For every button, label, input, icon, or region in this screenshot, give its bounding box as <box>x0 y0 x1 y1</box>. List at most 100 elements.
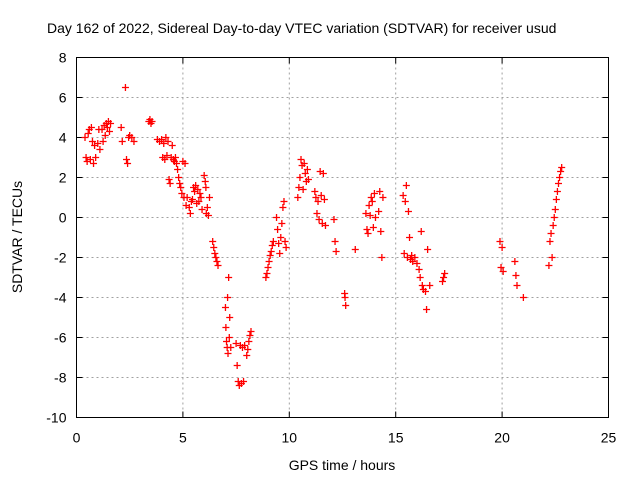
data-point <box>171 154 179 161</box>
data-point <box>196 190 204 197</box>
data-point <box>552 196 560 203</box>
data-point <box>401 198 409 205</box>
data-point <box>245 338 253 345</box>
data-point <box>81 134 89 141</box>
data-point <box>319 170 327 177</box>
data-point <box>317 192 325 199</box>
data-point <box>165 176 173 183</box>
data-point <box>314 198 322 205</box>
data-point <box>223 338 231 345</box>
data-point <box>426 282 434 289</box>
data-points <box>81 84 566 389</box>
data-point <box>547 230 555 237</box>
data-point <box>498 244 506 251</box>
data-point <box>163 152 171 159</box>
data-point <box>201 178 209 185</box>
data-point <box>233 362 241 369</box>
data-point <box>377 228 385 235</box>
data-point <box>168 142 176 149</box>
data-point <box>82 154 90 161</box>
data-point <box>186 210 194 217</box>
data-point <box>378 254 386 261</box>
data-point <box>332 248 340 255</box>
x-tick-label: 0 <box>73 430 81 446</box>
data-point <box>118 138 126 145</box>
data-point <box>185 204 193 211</box>
data-point <box>178 190 186 197</box>
data-point <box>558 164 566 171</box>
y-axis-label: SDTVAR / TECUs <box>9 181 25 293</box>
data-point <box>174 166 182 173</box>
data-point <box>188 196 196 203</box>
data-point <box>87 124 95 131</box>
y-tick-label: 8 <box>59 50 67 66</box>
data-point <box>546 238 554 245</box>
data-point <box>300 160 308 167</box>
data-point <box>369 224 377 231</box>
data-point <box>418 282 426 289</box>
data-point <box>226 314 234 321</box>
data-point <box>247 328 255 335</box>
data-point <box>121 84 129 91</box>
data-point <box>212 254 220 261</box>
data-point <box>330 216 338 223</box>
data-point <box>439 278 447 285</box>
data-point <box>262 274 270 281</box>
data-point <box>313 210 321 217</box>
data-point <box>404 208 412 215</box>
data-point <box>297 156 305 163</box>
data-point <box>399 192 407 199</box>
x-tick-label: 25 <box>601 430 617 446</box>
data-point <box>549 222 557 229</box>
data-point <box>227 344 235 351</box>
data-point <box>240 378 248 385</box>
data-point <box>362 210 370 217</box>
y-tick-label: -2 <box>54 250 67 266</box>
data-point <box>441 270 449 277</box>
data-point <box>370 190 378 197</box>
data-point <box>161 156 169 163</box>
data-point <box>206 194 213 201</box>
data-point <box>519 294 527 301</box>
data-point <box>94 140 102 147</box>
data-point <box>124 160 132 167</box>
data-point <box>511 258 519 265</box>
data-point <box>366 212 374 219</box>
data-point <box>86 156 94 163</box>
x-tick-label: 5 <box>179 430 187 446</box>
data-point <box>551 206 559 213</box>
data-point <box>415 266 423 273</box>
data-point <box>92 154 100 161</box>
data-point <box>183 194 191 201</box>
data-point <box>90 160 98 167</box>
data-point <box>406 234 414 241</box>
data-point <box>411 254 419 261</box>
data-point <box>331 238 339 245</box>
data-point <box>424 246 432 253</box>
data-point <box>299 186 307 193</box>
data-point <box>107 120 115 127</box>
data-point <box>269 238 277 245</box>
data-point <box>164 138 172 145</box>
data-point <box>281 238 289 245</box>
axis-ticks: 0 5 10 15 20 25 -10 -8 -6 -4 -2 0 2 4 6 8 <box>46 50 616 446</box>
y-tick-label: 4 <box>59 130 67 146</box>
data-point <box>402 182 410 189</box>
data-point <box>368 198 376 205</box>
data-point <box>554 180 562 187</box>
data-point <box>130 138 138 145</box>
data-point <box>266 252 274 259</box>
plot-frame <box>76 57 609 418</box>
data-point <box>379 194 387 201</box>
y-tick-label: -4 <box>54 290 67 306</box>
data-point <box>276 250 284 257</box>
data-point <box>351 246 359 253</box>
data-point <box>224 350 232 357</box>
data-point <box>244 346 252 353</box>
data-point <box>210 244 218 251</box>
data-point <box>312 194 320 201</box>
data-point <box>202 184 210 191</box>
data-point <box>148 118 156 125</box>
data-point <box>301 170 309 177</box>
y-tick-label: -6 <box>54 330 67 346</box>
